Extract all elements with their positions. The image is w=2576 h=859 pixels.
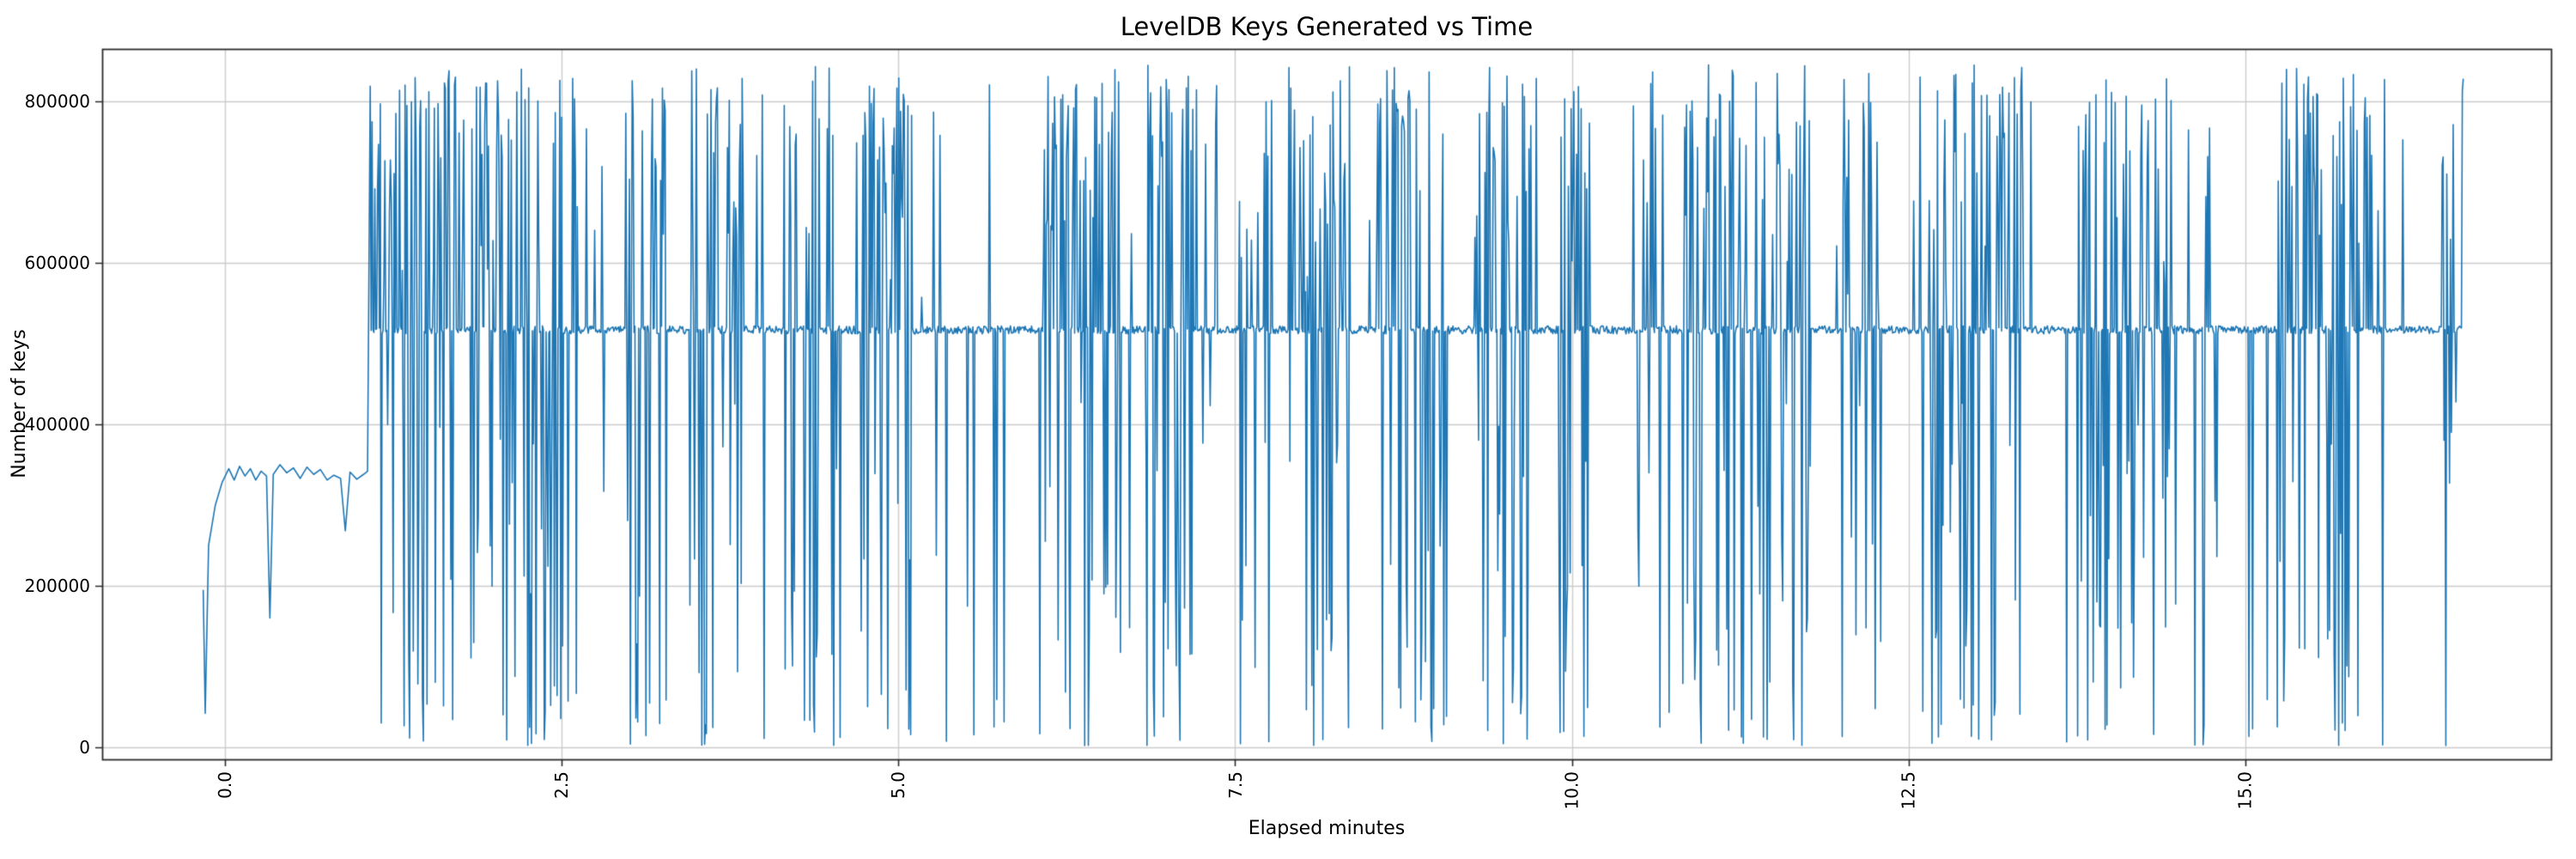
- chart-title: LevelDB Keys Generated vs Time: [1120, 12, 1534, 41]
- x-tick-label: 10.0: [1561, 771, 1583, 810]
- x-tick-label: 5.0: [888, 771, 909, 799]
- x-axis-label: Elapsed minutes: [1248, 818, 1406, 839]
- y-tick-label: 800000: [24, 91, 90, 113]
- y-tick-label: 400000: [24, 413, 90, 435]
- y-axis-label: Number of keys: [9, 329, 30, 478]
- x-tick-label: 0.0: [214, 771, 235, 799]
- x-tick-label: 12.5: [1898, 771, 1919, 810]
- y-tick-label: 600000: [24, 253, 90, 274]
- x-tick-label: 15.0: [2234, 771, 2256, 810]
- x-tick-label: 7.5: [1224, 771, 1246, 799]
- y-tick-label: 0: [79, 736, 90, 758]
- x-tick-label: 2.5: [550, 771, 572, 799]
- y-tick-label: 200000: [24, 575, 90, 596]
